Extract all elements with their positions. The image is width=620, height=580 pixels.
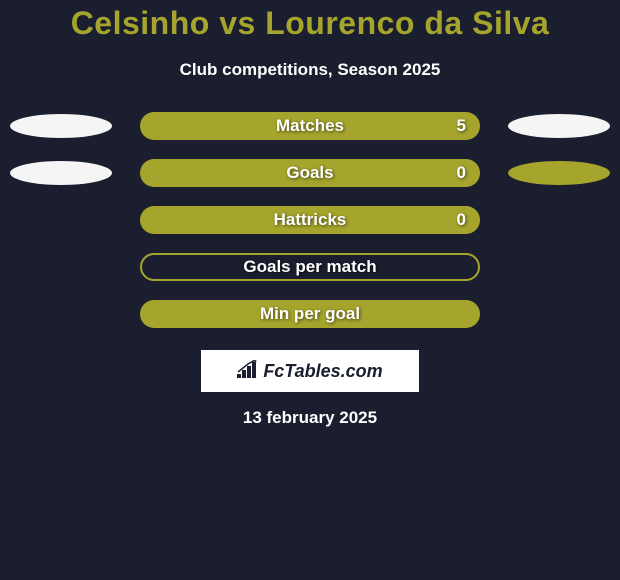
stat-row-goals: Goals 0 [10, 159, 610, 187]
stat-bar: Hattricks 0 [140, 206, 480, 234]
stat-label: Goals [286, 163, 333, 183]
stat-label: Hattricks [274, 210, 347, 230]
stat-label: Matches [276, 116, 344, 136]
stat-label: Goals per match [243, 257, 376, 277]
ellipse-left-icon [10, 114, 112, 138]
stats-container: Matches 5 Goals 0 Hattricks 0 Goals per … [0, 112, 620, 328]
ellipse-right-icon [508, 161, 610, 185]
stat-bar: Goals 0 [140, 159, 480, 187]
stat-row-matches: Matches 5 [10, 112, 610, 140]
stat-label: Min per goal [260, 304, 360, 324]
stat-row-goals-per-match: Goals per match [10, 253, 610, 281]
stat-row-hattricks: Hattricks 0 [10, 206, 610, 234]
stat-value: 0 [457, 163, 466, 183]
page-title: Celsinho vs Lourenco da Silva [0, 5, 620, 42]
stat-value: 5 [457, 116, 466, 136]
stat-bar: Goals per match [140, 253, 480, 281]
chart-icon [237, 360, 259, 383]
logo-text: FcTables.com [263, 361, 382, 382]
main-container: Celsinho vs Lourenco da Silva Club compe… [0, 0, 620, 433]
stat-row-min-per-goal: Min per goal [10, 300, 610, 328]
stat-bar: Matches 5 [140, 112, 480, 140]
logo-box[interactable]: FcTables.com [201, 350, 419, 392]
ellipse-right-icon [508, 114, 610, 138]
stat-value: 0 [457, 210, 466, 230]
date-text: 13 february 2025 [0, 408, 620, 428]
subtitle: Club competitions, Season 2025 [0, 60, 620, 80]
ellipse-left-icon [10, 161, 112, 185]
stat-bar: Min per goal [140, 300, 480, 328]
